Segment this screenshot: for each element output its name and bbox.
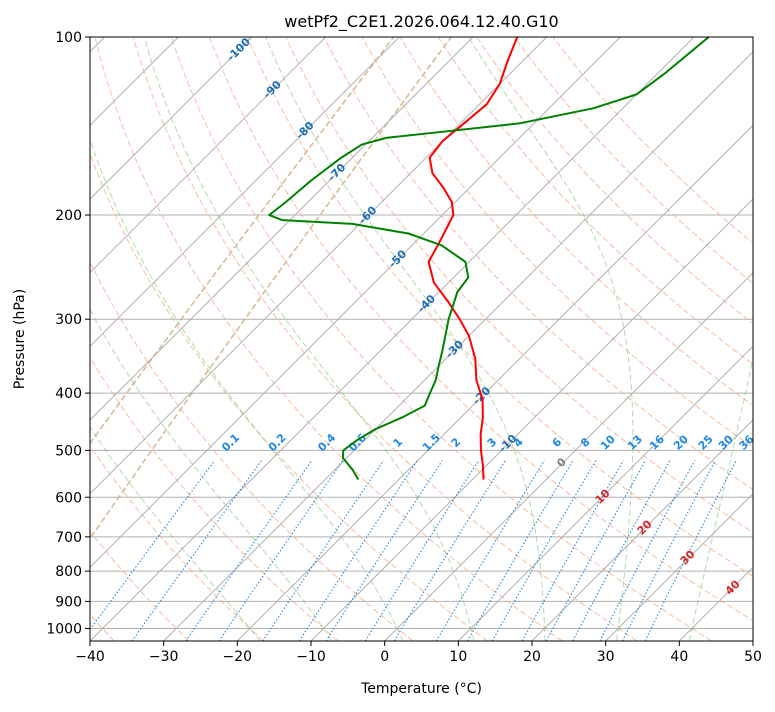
y-tick-label: 900 bbox=[55, 594, 82, 610]
y-tick-label: 700 bbox=[55, 530, 82, 546]
y-tick-label: 600 bbox=[55, 490, 82, 506]
x-tick-label: −20 bbox=[223, 649, 253, 665]
y-tick-label: 200 bbox=[55, 208, 82, 224]
x-tick-label: 0 bbox=[380, 649, 389, 665]
y-tick-label: 300 bbox=[55, 312, 82, 328]
chart-title: wetPf2_C2E1.2026.064.12.40.G10 bbox=[284, 12, 558, 32]
x-tick-label: −40 bbox=[75, 649, 105, 665]
x-tick-label: −30 bbox=[149, 649, 179, 665]
x-tick-label: 20 bbox=[523, 649, 541, 665]
y-tick-label: 500 bbox=[55, 443, 82, 459]
y-tick-label: 100 bbox=[55, 30, 82, 46]
y-tick-label: 400 bbox=[55, 386, 82, 402]
x-tick-label: 50 bbox=[744, 649, 762, 665]
x-tick-label: 30 bbox=[597, 649, 615, 665]
y-tick-label: 1000 bbox=[46, 621, 82, 637]
x-axis-label: Temperature (°C) bbox=[360, 681, 482, 697]
y-tick-label: 800 bbox=[55, 564, 82, 580]
y-axis-label: Pressure (hPa) bbox=[12, 289, 28, 389]
x-tick-label: 10 bbox=[449, 649, 467, 665]
x-tick-label: −10 bbox=[296, 649, 326, 665]
x-tick-label: 40 bbox=[670, 649, 688, 665]
